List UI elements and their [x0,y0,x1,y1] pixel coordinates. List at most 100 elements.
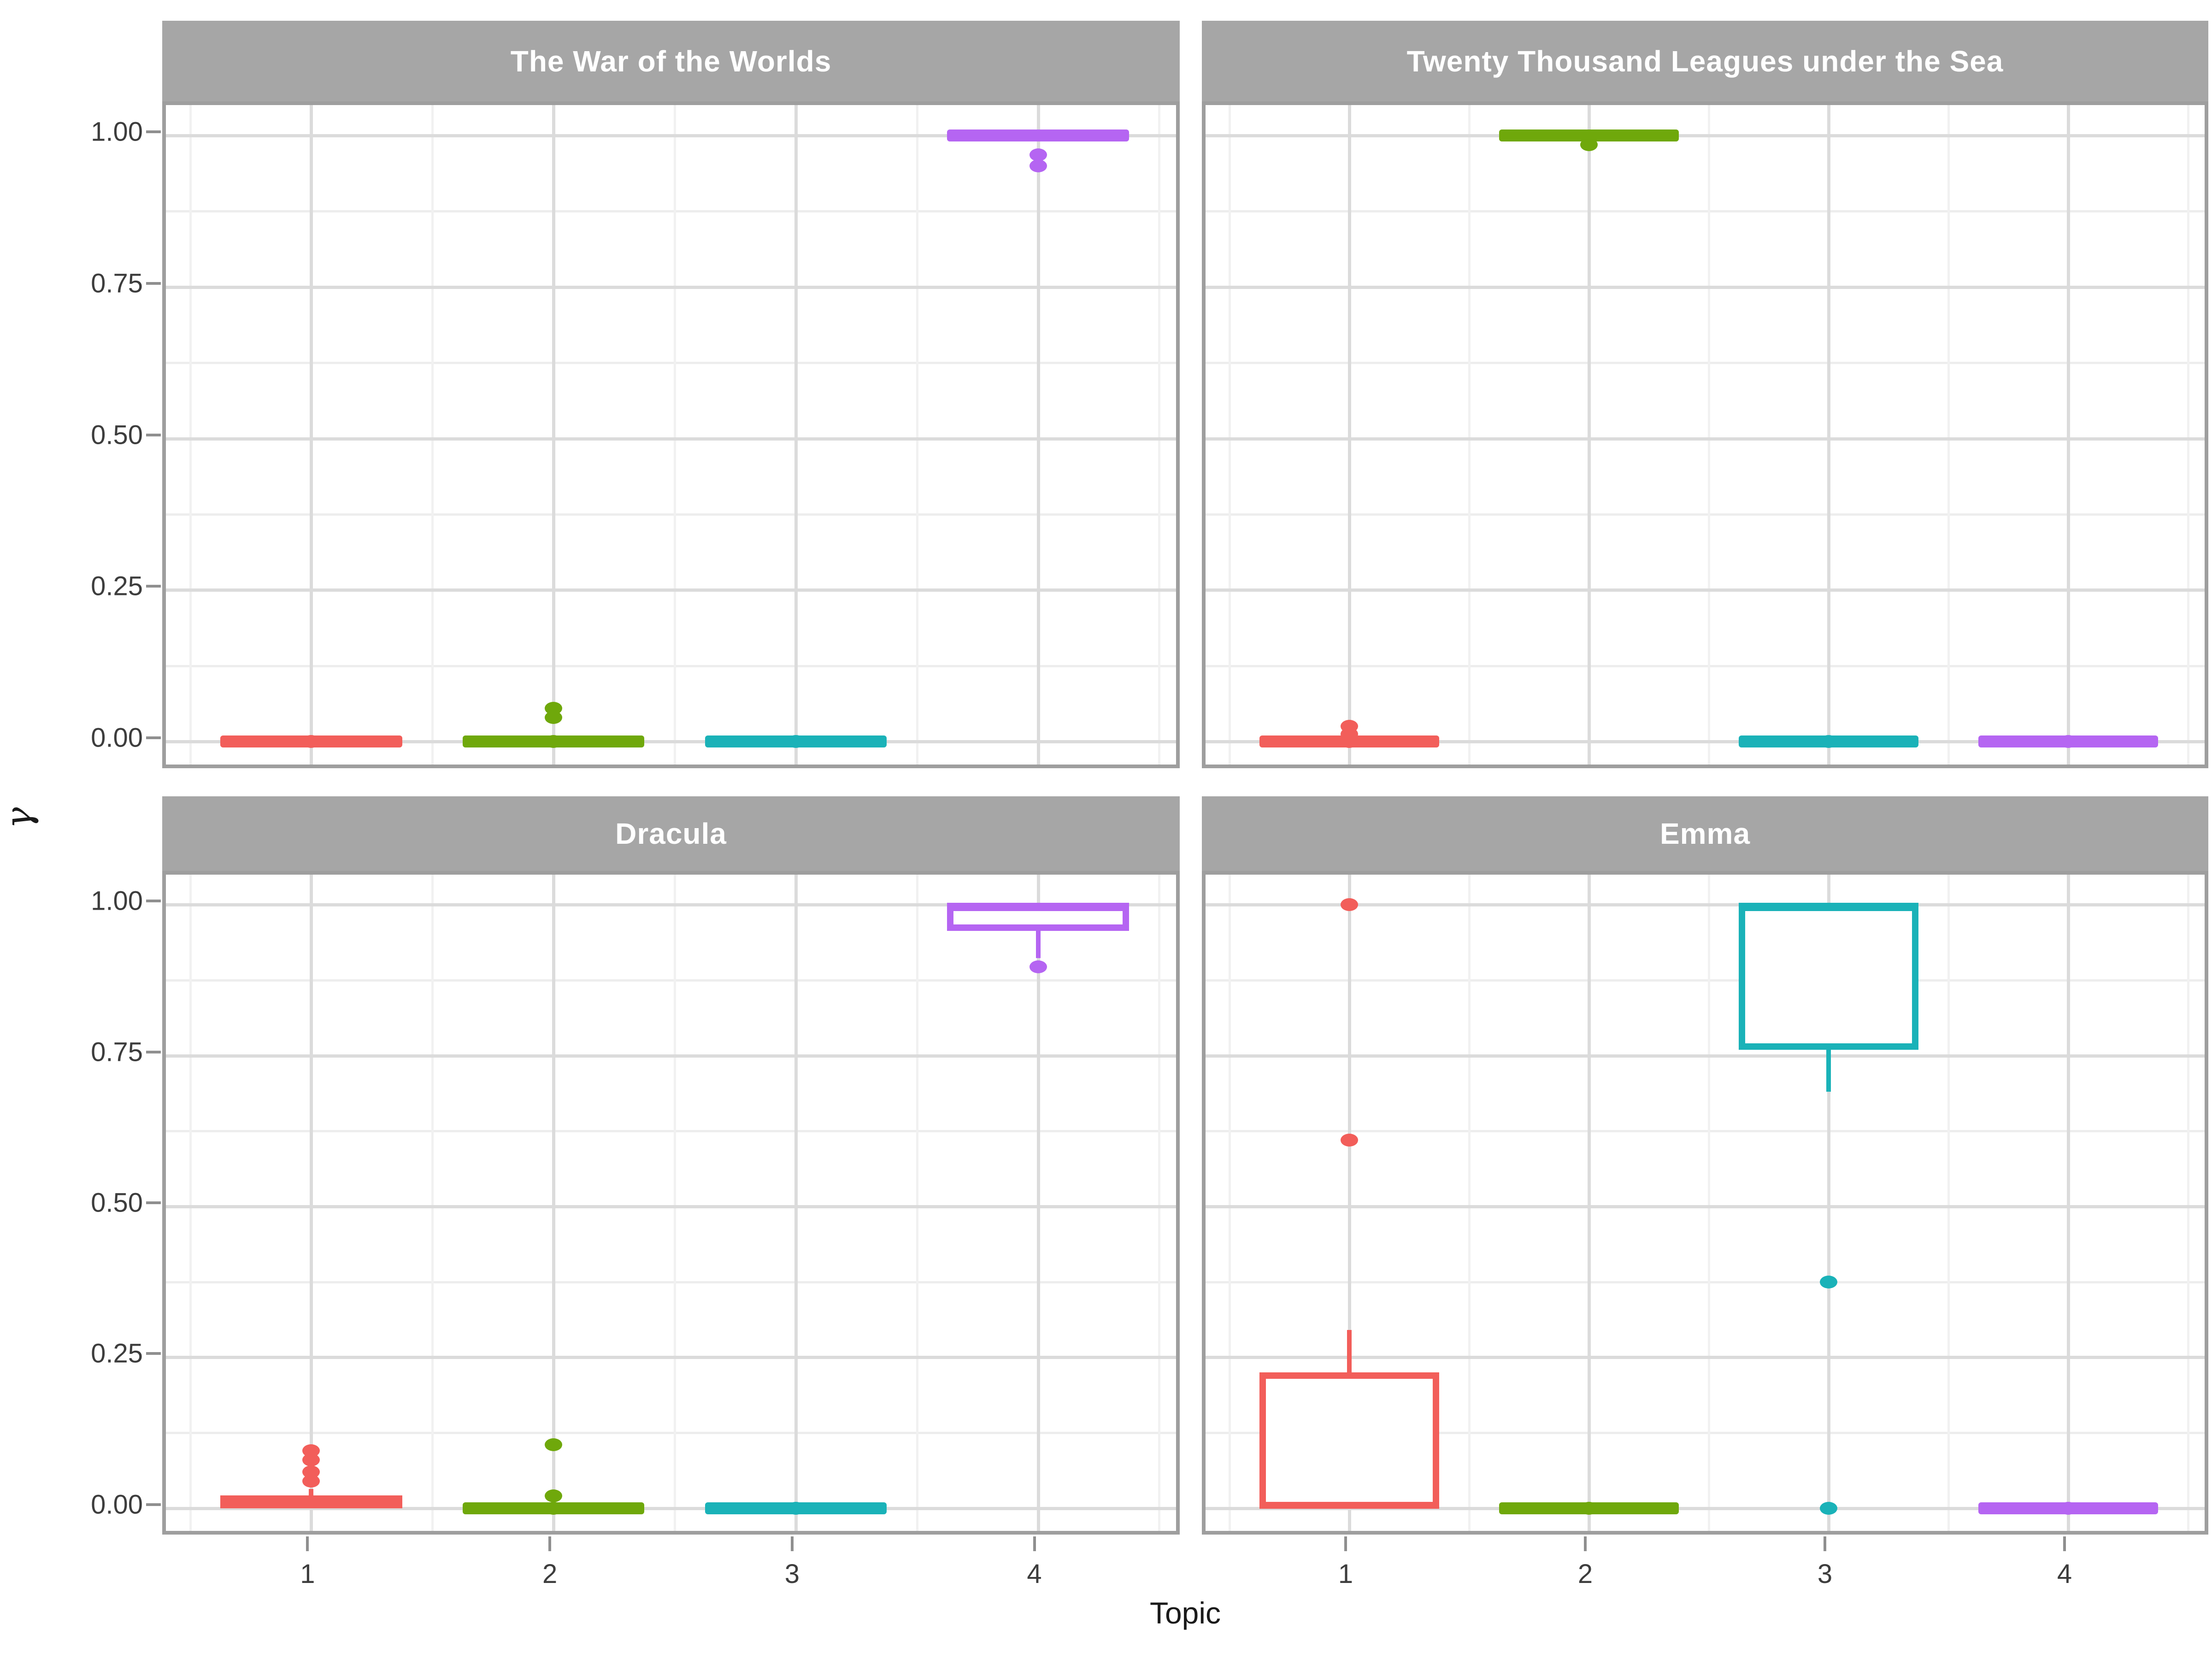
gridline-major-h [166,437,1176,441]
y-tick-label: 1.00 [91,117,143,147]
outlier-point [1820,1275,1837,1288]
gridline-major-h [1206,437,2205,441]
gridline-minor-h [166,1281,1176,1283]
gridline-minor-v [1158,875,1161,1531]
x-tick-label: 4 [1027,1559,1042,1589]
gridline-minor-v [916,105,918,765]
x-axis-title: Topic [1149,1596,1221,1630]
gridline-minor-v [1468,875,1471,1531]
whisker-low [1035,930,1041,958]
gridline-major-v [2067,105,2070,765]
outlier-point [2059,1501,2077,1515]
y-tick-label: 0.25 [91,571,143,601]
facet-strip-title: The War of the Worlds [510,44,832,78]
outlier-point [1341,898,1358,912]
gridline-minor-h [1206,362,2205,365]
boxplot-median [947,903,1129,910]
outlier-point [1029,159,1047,172]
gridline-minor-h [166,210,1176,213]
x-tick-mark [1584,1536,1587,1551]
gridline-minor-v [1229,875,1231,1531]
facet-panel [1202,871,2208,1535]
outlier-point [302,1474,320,1488]
facet-strip: Dracula [162,796,1180,871]
y-tick-mark [146,1201,161,1204]
boxplot-median [1259,1502,1439,1509]
outlier-point [302,735,320,748]
y-tick-label: 0.75 [91,1037,143,1067]
outlier-point [302,1453,320,1466]
gridline-minor-v [2187,105,2189,765]
gridline-minor-v [674,105,676,765]
gridline-major-v [552,105,556,765]
y-tick-mark [146,1050,161,1053]
y-tick-mark [146,585,161,588]
x-tick-label: 2 [1577,1559,1593,1589]
gridline-major-v [310,105,313,765]
outlier-point [545,1501,563,1515]
gridline-major-h [166,1205,1176,1208]
gridline-major-h [166,1356,1176,1359]
gridline-minor-v [1708,875,1710,1531]
gridline-major-h [1206,903,2205,907]
gridline-major-v [552,875,556,1531]
gridline-major-v [794,875,798,1531]
gridline-minor-v [674,875,676,1531]
outlier-point [545,735,563,748]
outlier-point [545,1438,563,1452]
gridline-minor-h [1206,1431,2205,1434]
outlier-point [1029,960,1047,974]
y-tick-mark [146,130,161,133]
gridline-minor-h [166,362,1176,365]
x-tick-label: 1 [1338,1559,1353,1589]
gridline-major-v [1036,105,1040,765]
gridline-major-v [2067,875,2070,1531]
gridline-major-v [1588,875,1591,1531]
gridline-major-h [1206,588,2205,592]
gridline-major-v [1588,105,1591,765]
x-tick-mark [1033,1536,1036,1551]
gridline-major-h [1206,1356,2205,1359]
outlier-point [787,735,805,748]
gridline-minor-v [1947,875,1950,1531]
y-tick-label: 0.50 [91,420,143,450]
outlier-point [787,1501,805,1515]
gridline-major-h [1206,1205,2205,1208]
facet-strip-title: Emma [1659,817,1751,850]
gridline-minor-v [1158,105,1161,765]
outlier-point [1341,735,1358,748]
gridline-minor-v [431,875,434,1531]
gridline-minor-h [1206,1130,2205,1133]
outlier-point [1820,1501,1837,1515]
gridline-major-h [166,1054,1176,1058]
outlier-point [1580,138,1598,151]
gridline-major-v [1827,875,1830,1531]
boxplot-flat-box [947,129,1129,141]
gridline-minor-h [166,1130,1176,1133]
outlier-point [2059,735,2077,748]
gridline-minor-h [1206,1281,2205,1283]
facet-panel [162,101,1180,768]
y-tick-mark [146,900,161,903]
gridline-major-v [1348,105,1351,765]
facet-panel [1202,101,2208,768]
gridline-minor-h [166,979,1176,982]
y-tick-mark [146,1503,161,1506]
facet-strip-title: Dracula [615,817,727,850]
outlier-point [1820,735,1837,748]
gridline-major-h [1206,285,2205,289]
gridline-minor-h [1206,665,2205,667]
facet-strip: Twenty Thousand Leagues under the Sea [1202,21,2208,101]
facet-strip-title: Twenty Thousand Leagues under the Sea [1406,44,2004,78]
x-tick-mark [548,1536,552,1551]
boxplot-median [1739,903,1918,910]
gridline-major-h [166,740,1176,744]
y-tick-mark [146,736,161,740]
boxplot-box [1259,1372,1439,1508]
gridline-major-v [310,875,313,1531]
y-tick-label: 1.00 [91,886,143,916]
gridline-minor-v [1947,105,1950,765]
gridline-major-h [1206,740,2205,744]
y-tick-mark [146,282,161,285]
